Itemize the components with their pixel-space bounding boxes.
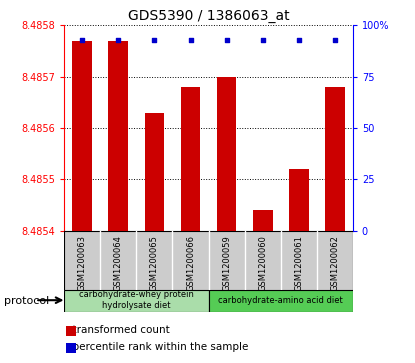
Text: transformed count: transformed count xyxy=(66,325,170,335)
Text: protocol: protocol xyxy=(4,296,49,306)
Point xyxy=(79,37,85,43)
Bar xyxy=(181,87,200,231)
Bar xyxy=(209,290,353,312)
Bar xyxy=(325,87,344,231)
Bar xyxy=(253,210,273,231)
Text: GSM1200065: GSM1200065 xyxy=(150,235,159,291)
Text: GSM1200064: GSM1200064 xyxy=(114,235,123,291)
Bar xyxy=(64,290,209,312)
Bar xyxy=(73,41,92,231)
Text: percentile rank within the sample: percentile rank within the sample xyxy=(66,342,249,352)
Text: carbohydrate-whey protein
hydrolysate diet: carbohydrate-whey protein hydrolysate di… xyxy=(79,290,194,310)
Point xyxy=(332,37,338,43)
Bar xyxy=(144,113,164,231)
Text: GSM1200060: GSM1200060 xyxy=(258,235,267,291)
Bar xyxy=(108,41,128,231)
Text: GSM1200059: GSM1200059 xyxy=(222,235,231,291)
Title: GDS5390 / 1386063_at: GDS5390 / 1386063_at xyxy=(128,9,289,23)
Point xyxy=(151,37,158,43)
Point xyxy=(295,37,302,43)
Text: carbohydrate-amino acid diet: carbohydrate-amino acid diet xyxy=(218,297,343,305)
Point xyxy=(187,37,194,43)
Text: GSM1200066: GSM1200066 xyxy=(186,235,195,291)
Text: GSM1200062: GSM1200062 xyxy=(330,235,339,291)
Text: GSM1200063: GSM1200063 xyxy=(78,235,87,291)
Point xyxy=(115,37,122,43)
Point xyxy=(259,37,266,43)
Bar xyxy=(217,77,237,231)
Bar xyxy=(289,169,309,231)
Point xyxy=(223,37,230,43)
Text: GSM1200061: GSM1200061 xyxy=(294,235,303,291)
